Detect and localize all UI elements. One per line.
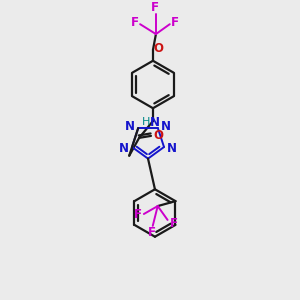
Text: N: N bbox=[125, 120, 135, 133]
Text: F: F bbox=[131, 16, 139, 29]
Text: N: N bbox=[150, 116, 160, 129]
Text: O: O bbox=[153, 129, 163, 142]
Text: N: N bbox=[167, 142, 177, 154]
Text: F: F bbox=[151, 1, 159, 14]
Text: N: N bbox=[119, 142, 129, 154]
Text: F: F bbox=[171, 16, 179, 29]
Text: F: F bbox=[148, 226, 156, 239]
Text: O: O bbox=[153, 42, 163, 56]
Text: H: H bbox=[142, 117, 150, 127]
Text: F: F bbox=[134, 208, 142, 221]
Text: F: F bbox=[169, 218, 178, 230]
Text: N: N bbox=[161, 120, 171, 133]
